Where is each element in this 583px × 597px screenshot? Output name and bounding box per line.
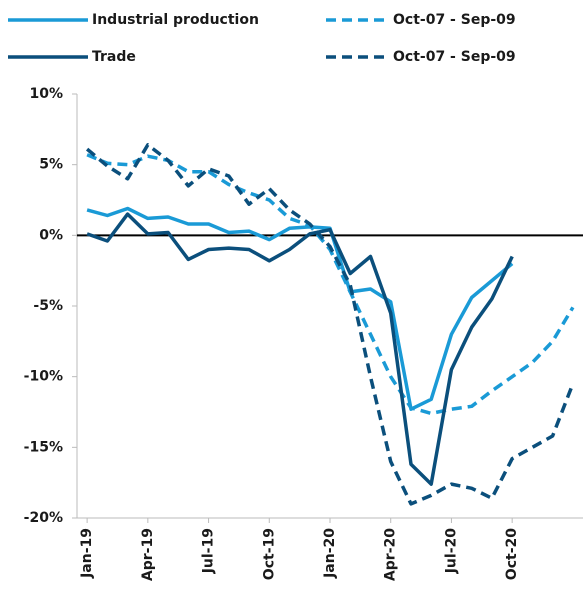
y-tick-label: -15% <box>24 439 63 455</box>
x-tick-label: Oct-19 <box>261 528 277 580</box>
x-tick-label: Jul-19 <box>201 528 217 574</box>
series-line <box>86 212 514 486</box>
series-line <box>86 206 514 411</box>
legend-label: Industrial production <box>92 12 259 28</box>
x-tick-label: Jul-20 <box>443 528 459 575</box>
legend-label: Oct-07 - Sep-09 <box>393 12 516 28</box>
series-line <box>85 143 575 506</box>
y-tick-label: -20% <box>24 510 63 526</box>
y-tick-label: 10% <box>29 86 63 102</box>
x-tick-label: Apr-20 <box>383 528 399 581</box>
y-tick-label: 5% <box>39 157 63 173</box>
y-tick-label: 0% <box>39 227 63 243</box>
y-tick-label: -5% <box>33 298 63 314</box>
legend-label: Oct-07 - Sep-09 <box>393 49 516 65</box>
x-tick-label: Oct-20 <box>504 528 520 580</box>
x-tick-label: Jan-19 <box>79 528 95 579</box>
x-tick-label: Apr-19 <box>140 528 156 581</box>
x-tick-label: Jan-20 <box>322 528 338 579</box>
y-tick-label: -10% <box>24 369 63 385</box>
legend-label: Trade <box>92 49 136 65</box>
